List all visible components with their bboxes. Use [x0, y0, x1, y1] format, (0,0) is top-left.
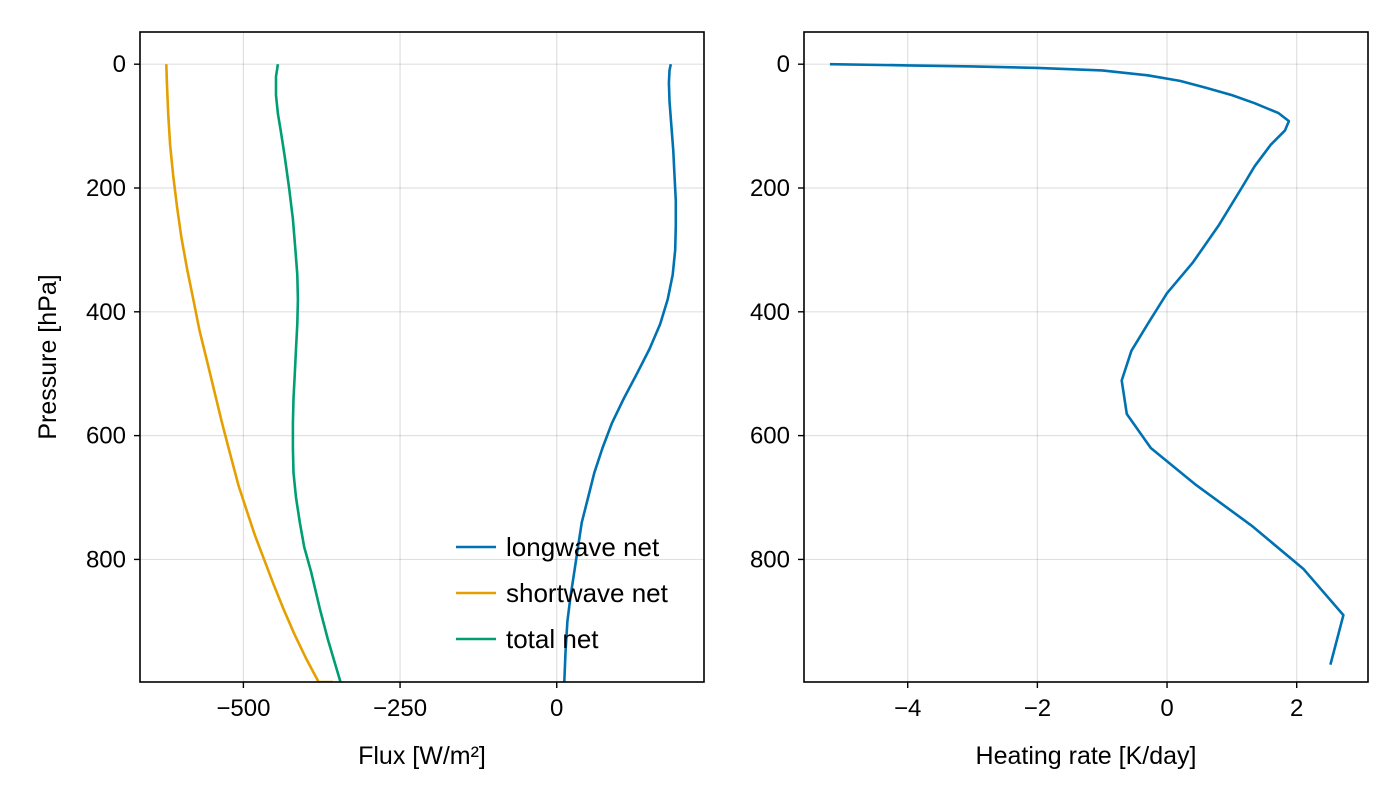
flux-panel: −500 −250 0 0 200 400 600 800 Flux [W/m²] Press… — [34, 31, 705, 770]
flux-plot-area — [165, 63, 678, 682]
legend: longwave net shortwave net total net — [456, 532, 669, 654]
flux-y-tick-label: 200 — [86, 175, 126, 202]
flux-y-tick-label: 0 — [113, 51, 126, 78]
series-line-heating-rate — [829, 62, 1345, 666]
legend-label-longwave-net: longwave net — [506, 532, 660, 562]
heating-rate-x-tick-label: 0 — [1160, 695, 1173, 722]
heating-rate-plot-area — [829, 62, 1345, 666]
heating-rate-y-tick-label: 0 — [777, 51, 790, 78]
flux-axes-frame — [139, 31, 705, 683]
flux-x-tick-label: −500 — [216, 695, 270, 722]
flux-y-tick-label: 400 — [86, 299, 126, 326]
flux-y-axis-label: Pressure [hPa] — [34, 274, 62, 439]
heating-rate-y-tick-label: 400 — [750, 299, 790, 326]
heating-rate-grid — [804, 32, 1368, 682]
series-line-longwave-net — [563, 63, 678, 682]
heating-rate-panel: −4 −2 0 2 0 200 400 600 800 Heating rate [K/day] — [750, 31, 1369, 770]
legend-label-shortwave-net: shortwave net — [506, 578, 669, 608]
series-line-total-net — [274, 64, 342, 682]
legend-label-total-net: total net — [506, 624, 599, 654]
flux-y-tick-label: 600 — [86, 423, 126, 450]
series-line-shortwave-net — [165, 64, 333, 682]
flux-x-tick-label: 0 — [550, 695, 563, 722]
flux-x-axis-label: Flux [W/m²] — [358, 742, 486, 770]
heating-rate-x-axis-label: Heating rate [K/day] — [976, 742, 1197, 770]
flux-x-tick-label: −250 — [373, 695, 427, 722]
heating-rate-axes-frame — [803, 31, 1369, 683]
flux-grid — [140, 32, 704, 682]
heating-rate-x-tick-label: −2 — [1024, 695, 1051, 722]
heating-rate-y-tick-label: 800 — [750, 546, 790, 573]
heating-rate-x-tick-label: −4 — [894, 695, 921, 722]
flux-y-tick-label: 800 — [86, 546, 126, 573]
flux-ticks: −500 −250 0 0 200 400 600 800 — [86, 51, 563, 722]
heating-rate-ticks: −4 −2 0 2 0 200 400 600 800 — [750, 51, 1303, 722]
heating-rate-x-tick-label: 2 — [1290, 695, 1303, 722]
heating-rate-y-tick-label: 200 — [750, 175, 790, 202]
heating-rate-y-tick-label: 600 — [750, 423, 790, 450]
